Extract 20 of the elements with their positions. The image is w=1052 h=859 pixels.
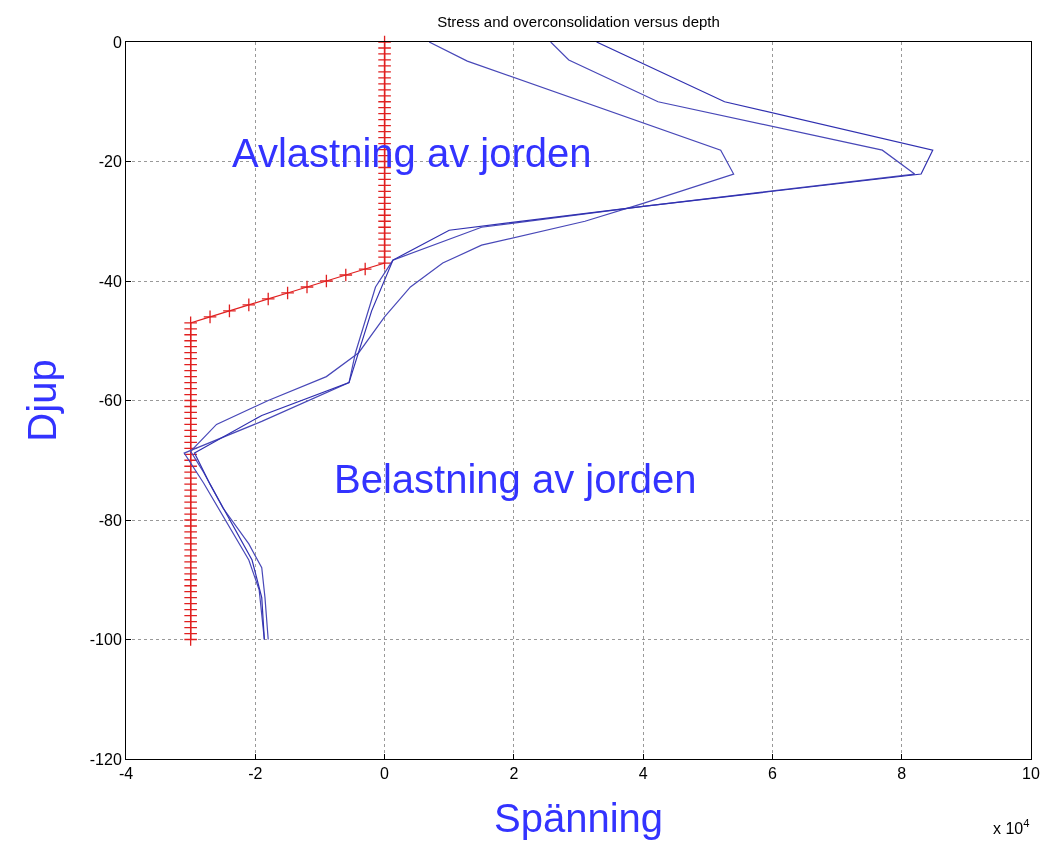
y-axis-title: Djup [20, 359, 65, 442]
y-tick-label: -20 [98, 153, 122, 171]
annotation: Belastning av jorden [334, 457, 697, 501]
x-tick-label: -4 [118, 765, 134, 783]
x-tick-label: 10 [1022, 765, 1040, 783]
x-axis-title: Spänning [493, 795, 664, 840]
y-tick-label: -40 [98, 272, 122, 290]
y-tick-label: 0 [112, 33, 122, 51]
text: x 10$^{4}$ [993, 817, 1030, 837]
x-tick-label: 2 [509, 765, 519, 783]
x-tick-label: 0 [380, 765, 390, 783]
y-tick-label: -100 [89, 631, 122, 649]
x-tick-label: 6 [767, 765, 777, 783]
x-tick-label: 8 [897, 765, 907, 783]
chart-title: Stress and overconsolidation versus depth [437, 12, 720, 30]
y-tick-label: -80 [98, 511, 122, 529]
y-tick-label: -120 [89, 750, 122, 768]
x-tick-label: 4 [638, 765, 648, 783]
x-tick-label: -2 [248, 765, 263, 783]
y-tick-label: -60 [98, 392, 122, 410]
